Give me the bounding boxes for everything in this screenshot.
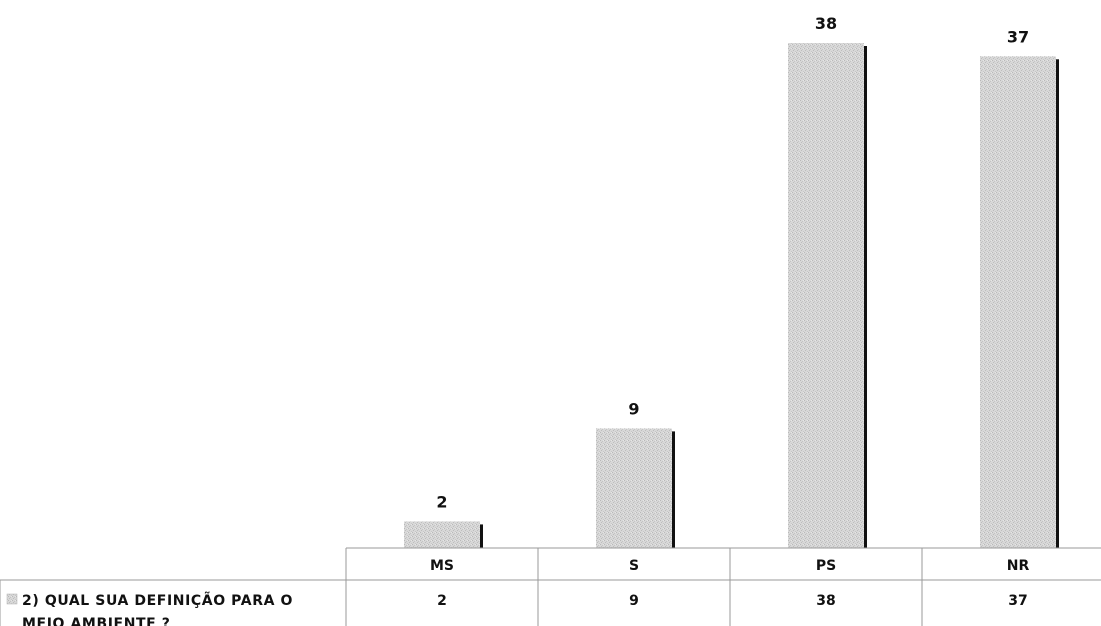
table-value-s: 9 [629, 593, 639, 609]
table-value-ps: 38 [816, 593, 835, 609]
bar-fill [404, 521, 480, 548]
category-labels-group: MS S PS NR [430, 558, 1029, 574]
data-labels-group: 2 9 38 37 [436, 14, 1029, 511]
bar-nr [980, 56, 1059, 548]
data-label-s: 9 [628, 399, 639, 418]
bar-shadow [480, 524, 483, 548]
data-label-ms: 2 [436, 492, 447, 511]
bar-shadow [1056, 59, 1059, 548]
bar-s [596, 428, 675, 548]
table-value-nr: 37 [1008, 593, 1027, 609]
legend-swatch [6, 593, 18, 605]
legend-label-line-1: 2) QUAL SUA DEFINIÇÃO PARA O [22, 592, 293, 609]
bar-fill [788, 43, 864, 548]
bar-shadow [864, 46, 867, 548]
data-label-nr: 37 [1007, 27, 1029, 46]
bars-group [404, 43, 1059, 548]
category-label-s: S [629, 558, 639, 574]
bar-ps [788, 43, 867, 548]
category-label-ps: PS [816, 558, 836, 574]
legend-label-line-2: MEIO AMBIENTE ? [22, 616, 171, 626]
data-table: 2) QUAL SUA DEFINIÇÃO PARA O MEIO AMBIEN… [0, 547, 1101, 626]
category-label-nr: NR [1007, 558, 1030, 574]
bar-fill [980, 56, 1056, 548]
bar-fill [596, 428, 672, 548]
table-value-ms: 2 [437, 593, 447, 609]
table-values-group: 2 9 38 37 [437, 593, 1028, 609]
data-label-ps: 38 [815, 14, 837, 33]
category-label-ms: MS [430, 558, 454, 574]
bar-shadow [672, 431, 675, 548]
bar-ms [404, 521, 483, 548]
